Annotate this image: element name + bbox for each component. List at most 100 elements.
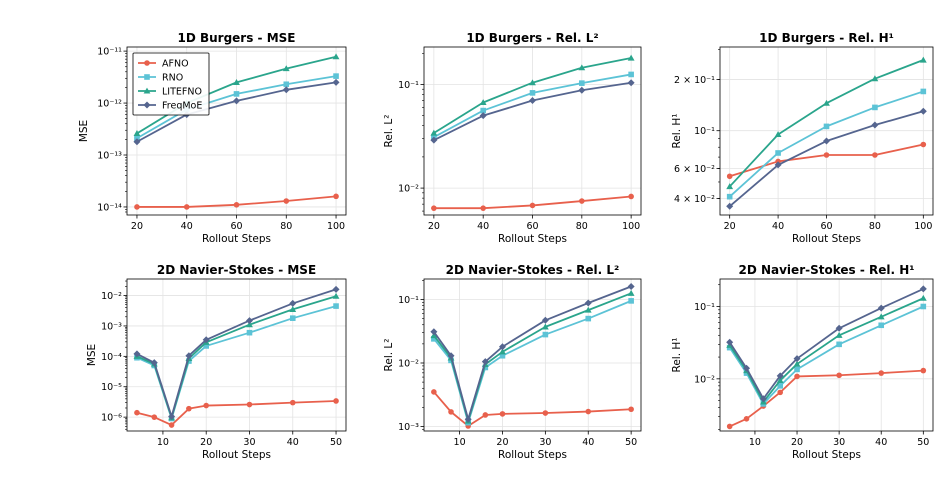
series-line-afno	[433, 391, 632, 427]
x-tick-label: 20	[496, 437, 508, 448]
data-point-litefno	[823, 99, 830, 106]
x-tick-label: 40	[772, 221, 784, 232]
legend-marker-rno	[144, 74, 150, 80]
axes-frame	[126, 278, 347, 432]
data-point-freqmoe	[743, 364, 751, 372]
y-tick-label: 10⁻¹	[694, 302, 715, 313]
data-point-afno	[585, 408, 592, 415]
data-point-freqmoe	[282, 86, 290, 94]
x-tick-label: 40	[287, 437, 299, 448]
data-point-freqmoe	[793, 355, 801, 363]
data-point-afno	[186, 405, 192, 412]
legend-marker-litefno	[143, 87, 151, 94]
x-tick-label: 40	[875, 437, 887, 448]
y-tick-label: 10⁻⁶	[101, 413, 122, 424]
data-point-rno	[775, 150, 781, 156]
data-point-freqmoe	[430, 328, 438, 336]
x-tick-label: 100	[914, 221, 932, 232]
chart-title: 2D Navier-Stokes - Rel. H¹	[738, 263, 914, 277]
chart-title: 1D Burgers - MSE	[177, 31, 295, 45]
series-line-freqmoe	[433, 285, 632, 421]
data-point-freqmoe	[627, 283, 635, 291]
x-tick-label: 20	[200, 437, 212, 448]
legend-label-litefno: LITEFNO	[162, 87, 202, 98]
data-point-afno	[168, 422, 175, 428]
y-tick-label: 10⁻¹	[398, 295, 419, 306]
data-point-afno	[872, 152, 878, 158]
x-tick-label: 80	[869, 221, 881, 232]
data-point-freqmoe	[202, 336, 210, 344]
legend: AFNO RNO LITEFNO FreqMoE	[132, 52, 210, 116]
data-point-litefno	[774, 131, 782, 138]
x-axis-label: Rollout Steps	[792, 233, 861, 245]
data-point-afno	[183, 204, 190, 210]
data-point-rno	[628, 298, 634, 304]
y-tick-label: 10⁻¹²	[97, 99, 122, 110]
y-tick-label: 2 × 10⁻¹	[674, 75, 715, 86]
data-point-afno	[134, 204, 140, 210]
data-point-afno	[134, 409, 140, 416]
data-point-afno	[151, 414, 158, 420]
x-tick-label: 100	[622, 221, 640, 232]
data-point-freqmoe	[133, 350, 141, 358]
data-point-rno	[203, 343, 210, 349]
data-point-afno	[246, 401, 253, 408]
y-tick-label: 10⁻¹¹	[97, 47, 122, 58]
data-point-freqmoe	[541, 316, 549, 324]
x-axis-label: Rollout Steps	[202, 449, 271, 461]
legend-box	[132, 52, 210, 116]
legend-label-freqmoe: FreqMoE	[162, 101, 202, 112]
x-tick-label: 10	[157, 437, 169, 448]
data-point-rno	[872, 104, 878, 111]
data-point-freqmoe	[245, 317, 253, 325]
legend-marker-afno	[144, 60, 150, 66]
x-tick-label: 40	[477, 221, 489, 232]
data-point-afno	[726, 173, 733, 180]
data-point-rno	[233, 91, 240, 97]
x-axis-label: Rollout Steps	[498, 449, 567, 461]
data-point-freqmoe	[185, 352, 193, 360]
y-axis-label: MSE	[86, 344, 98, 366]
y-tick-label: 4 × 10⁻²	[674, 194, 715, 205]
data-point-litefno	[627, 289, 635, 296]
data-point-litefno	[835, 331, 843, 338]
subplot-1: 20 40 60 80 100 10⁻¹⁴ 10⁻¹³ 10⁻¹² 10⁻¹¹ 1D Burger…	[78, 31, 347, 245]
data-point-afno	[920, 367, 927, 374]
data-point-litefno	[871, 75, 879, 82]
series-line-afno	[729, 369, 924, 428]
data-point-litefno	[282, 65, 290, 72]
data-point-rno	[794, 366, 800, 373]
data-point-rno	[920, 303, 927, 310]
subplot-2: 20 40 60 80 100 10⁻² 10⁻¹ 1D Burgers - Rel. L² R…	[383, 31, 642, 245]
data-point-rno	[920, 88, 927, 95]
x-tick-label: 30	[833, 437, 845, 448]
data-point-litefno	[529, 79, 536, 86]
data-point-afno	[233, 202, 240, 208]
data-point-freqmoe	[498, 343, 506, 351]
data-point-afno	[431, 205, 437, 211]
x-tick-label: 10	[454, 437, 466, 448]
y-tick-label: 10⁻²	[398, 358, 419, 369]
data-point-rno	[628, 71, 634, 78]
data-point-litefno	[289, 306, 297, 312]
subplot-5: 10 20 30 40 50 10⁻³ 10⁻² 10⁻¹ 2D Navier-Stokes -…	[383, 263, 642, 461]
legend-label-rno: RNO	[162, 73, 183, 84]
subplot-3: 20 40 60 80 100 4 × 10⁻² 6 × 10⁻² 10⁻¹ 2 × 10⁻¹ 1…	[671, 31, 934, 245]
data-point-litefno	[133, 130, 141, 137]
y-tick-label: 10⁻⁵	[101, 382, 122, 393]
y-tick-label: 10⁻⁴	[101, 352, 122, 363]
y-tick-label: 10⁻¹	[398, 80, 419, 91]
data-point-rno	[878, 322, 885, 329]
data-point-afno	[579, 198, 585, 204]
y-tick-label: 10⁻³	[101, 321, 122, 332]
data-point-rno	[333, 303, 339, 309]
x-tick-label: 50	[330, 437, 342, 448]
data-point-litefno	[578, 64, 586, 71]
series-line-freqmoe	[136, 288, 337, 418]
data-point-litefno	[919, 56, 927, 63]
data-point-afno	[628, 406, 634, 413]
x-tick-label: 60	[526, 221, 538, 232]
data-point-litefno	[793, 360, 801, 367]
data-point-afno	[448, 409, 454, 415]
x-tick-label: 40	[181, 221, 193, 232]
